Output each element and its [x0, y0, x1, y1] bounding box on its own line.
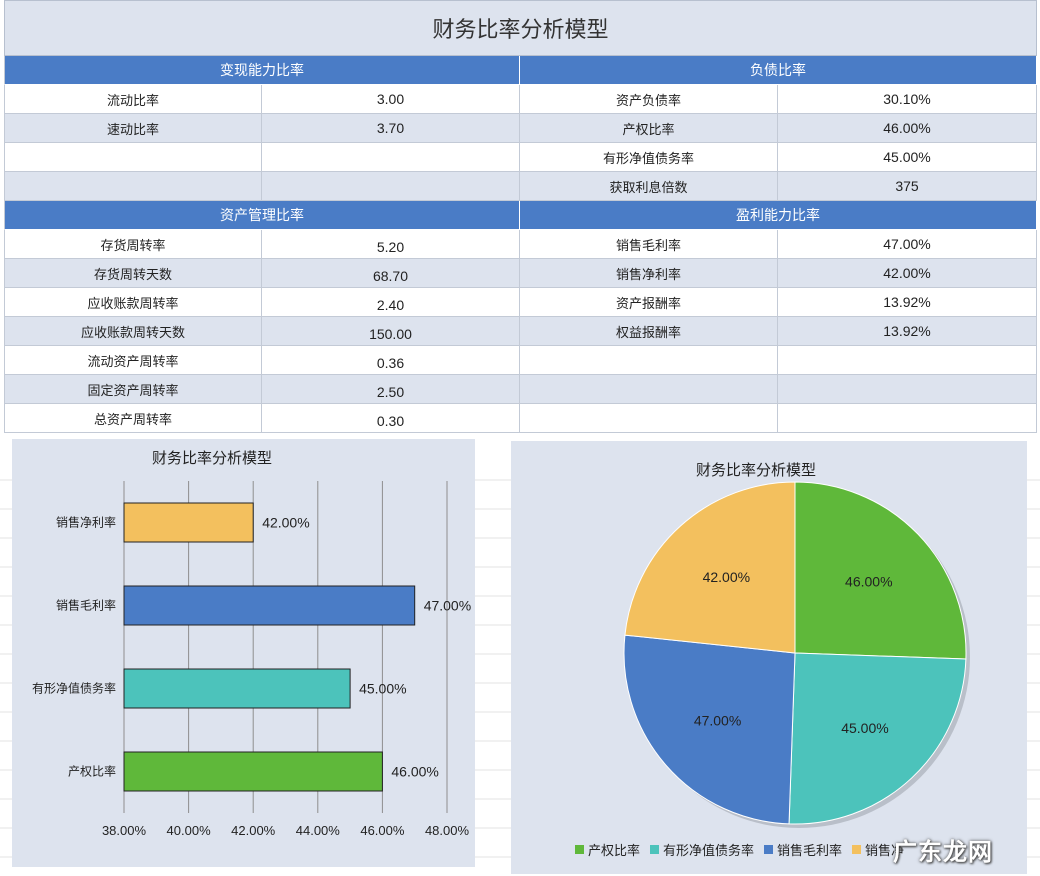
- ratio-value-cell[interactable]: 150.00: [262, 317, 520, 346]
- y-category-label: 产权比率: [68, 764, 116, 779]
- ratio-label-cell[interactable]: [4, 172, 262, 201]
- legend-item: 产权比率: [575, 840, 640, 859]
- ratio-label-cell[interactable]: 速动比率: [4, 114, 262, 143]
- ratio-value-cell[interactable]: 2.50: [262, 375, 520, 404]
- pie-slice-产权比率: [794, 481, 967, 660]
- bar-销售净利率: [123, 502, 254, 543]
- pie-slice-销售净利率: [624, 481, 796, 654]
- bar-有形净值债务率: [123, 668, 351, 709]
- pie-data-label: 47.00%: [694, 712, 741, 728]
- bottom-ratio-grid: 资产管理比率 盈利能力比率存货周转率 5.20 销售毛利率 47.00% 存货周转天数 68…: [4, 201, 1037, 433]
- legend-label: 销售净: [865, 844, 905, 859]
- ratio-value-cell[interactable]: 3.70: [262, 114, 520, 143]
- x-tick-label: 40.00%: [167, 823, 212, 838]
- pie-slice-销售毛利率: [623, 634, 796, 825]
- report-title: 财务比率分析模型: [4, 0, 1037, 56]
- bar-产权比率: [123, 751, 383, 792]
- ratio-value-cell[interactable]: [262, 143, 520, 172]
- x-tick-label: 38.00%: [102, 823, 147, 838]
- bar-data-label: 46.00%: [391, 764, 438, 780]
- ratio-value-cell[interactable]: 3.00: [262, 85, 520, 114]
- ratio-value-cell[interactable]: 375: [778, 172, 1037, 201]
- legend-swatch: [764, 845, 774, 854]
- ratio-value-cell[interactable]: 42.00%: [778, 259, 1037, 288]
- legend-item: 销售净: [852, 840, 904, 859]
- pie-data-label: 46.00%: [845, 574, 892, 590]
- ratio-value-cell[interactable]: 30.10%: [778, 85, 1037, 114]
- ratio-label-cell[interactable]: [520, 346, 778, 375]
- legend-swatch: [650, 845, 660, 854]
- bar-销售毛利率: [123, 585, 416, 626]
- x-tick-label: 48.00%: [425, 823, 470, 838]
- legend-label: 有形净值债务率: [663, 844, 755, 859]
- ratio-value-cell[interactable]: 68.70: [262, 259, 520, 288]
- bar-chart: 38.00% 40.00% 42.00% 44.00% 46.00% 48.00% 产权比率…: [32, 481, 471, 838]
- pie-slice-有形净值债务率: [788, 652, 967, 825]
- x-tick-label: 44.00%: [296, 823, 341, 838]
- ratio-label-cell[interactable]: 存货周转率: [4, 230, 262, 259]
- bar-data-label: 47.00%: [424, 598, 471, 614]
- ratio-label-cell[interactable]: 权益报酬率: [520, 317, 778, 346]
- ratio-value-cell[interactable]: [778, 346, 1037, 375]
- y-category-label: 销售毛利率: [56, 598, 116, 613]
- legend-swatch: [575, 845, 584, 854]
- section-header-debt: 负债比率: [520, 56, 1037, 85]
- pie-chart-legend: 产权比率 有形净值债务率 销售毛利率 销售净: [575, 840, 904, 859]
- pie-chart: 46.00% 45.00% 47.00% 42.00%: [623, 481, 970, 828]
- bar-data-label: 45.00%: [359, 681, 406, 697]
- section-header-profitability: 盈利能力比率: [520, 201, 1037, 230]
- x-tick-label: 42.00%: [231, 823, 276, 838]
- ratio-label-cell[interactable]: 资产报酬率: [520, 288, 778, 317]
- x-tick-label: 46.00%: [360, 823, 405, 838]
- watermark-logo: 广东龙网: [893, 837, 993, 866]
- ratio-label-cell[interactable]: [520, 375, 778, 404]
- pie-data-label: 45.00%: [841, 720, 888, 736]
- ratio-label-cell[interactable]: 有形净值债务率: [520, 143, 778, 172]
- ratio-label-cell[interactable]: [520, 404, 778, 433]
- section-header-liquidity: 变现能力比率: [4, 56, 520, 85]
- ratio-label-cell[interactable]: 销售净利率: [520, 259, 778, 288]
- ratio-label-cell[interactable]: 产权比率: [520, 114, 778, 143]
- ratio-value-cell[interactable]: 47.00%: [778, 230, 1037, 259]
- ratio-label-cell[interactable]: 获取利息倍数: [520, 172, 778, 201]
- ratio-value-cell[interactable]: [778, 404, 1037, 433]
- ratio-label-cell[interactable]: 总资产周转率: [4, 404, 262, 433]
- ratio-value-cell[interactable]: 46.00%: [778, 114, 1037, 143]
- bar-chart-title: 财务比率分析模型: [151, 449, 272, 467]
- ratio-value-cell[interactable]: 2.40: [262, 288, 520, 317]
- pie-data-label: 42.00%: [703, 569, 750, 585]
- ratio-value-cell[interactable]: [262, 172, 520, 201]
- legend-label: 产权比率: [588, 844, 641, 859]
- y-category-label: 有形净值债务率: [32, 681, 116, 696]
- ratio-label-cell[interactable]: 销售毛利率: [520, 230, 778, 259]
- ratio-label-cell[interactable]: 存货周转天数: [4, 259, 262, 288]
- legend-item: 有形净值债务率: [650, 840, 754, 859]
- ratio-value-cell[interactable]: 13.92%: [778, 317, 1037, 346]
- bar-data-label: 42.00%: [262, 515, 309, 531]
- ratio-value-cell[interactable]: 0.36: [262, 346, 520, 375]
- ratio-label-cell[interactable]: 流动比率: [4, 85, 262, 114]
- top-ratio-grid: 变现能力比率 负债比率流动比率 3.00 资产负债率 30.10% 速动比率 3.70 产权比…: [4, 56, 1037, 201]
- ratio-value-cell[interactable]: 0.30: [262, 404, 520, 433]
- ratio-label-cell[interactable]: 固定资产周转率: [4, 375, 262, 404]
- legend-item: 销售毛利率: [764, 840, 842, 859]
- ratio-label-cell[interactable]: [4, 143, 262, 172]
- ratio-value-cell[interactable]: 5.20: [262, 230, 520, 259]
- ratio-label-cell[interactable]: 资产负债率: [520, 85, 778, 114]
- ratio-value-cell[interactable]: 45.00%: [778, 143, 1037, 172]
- section-header-asset_mgmt: 资产管理比率: [4, 201, 520, 230]
- y-category-label: 销售净利率: [56, 515, 116, 530]
- ratio-label-cell[interactable]: 应收账款周转率: [4, 288, 262, 317]
- legend-label: 销售毛利率: [777, 844, 843, 859]
- pie-chart-title: 财务比率分析模型: [695, 461, 816, 479]
- bar-chart-panel[interactable]: 38.00% 40.00% 42.00% 44.00% 46.00% 48.00% 产权比率…: [12, 439, 475, 867]
- ratio-label-cell[interactable]: 应收账款周转天数: [4, 317, 262, 346]
- ratio-label-cell[interactable]: 流动资产周转率: [4, 346, 262, 375]
- ratio-value-cell[interactable]: 13.92%: [778, 288, 1037, 317]
- ratio-report-table: 财务比率分析模型 变现能力比率 负债比率流动比率 3.00 资产负债率 30.10% 速动…: [4, 0, 1037, 433]
- ratio-value-cell[interactable]: [778, 375, 1037, 404]
- pie-chart-panel[interactable]: 46.00% 45.00% 47.00% 42.00% 财务比率分析模型 产权比率 有形…: [511, 441, 1027, 874]
- legend-swatch: [852, 845, 862, 854]
